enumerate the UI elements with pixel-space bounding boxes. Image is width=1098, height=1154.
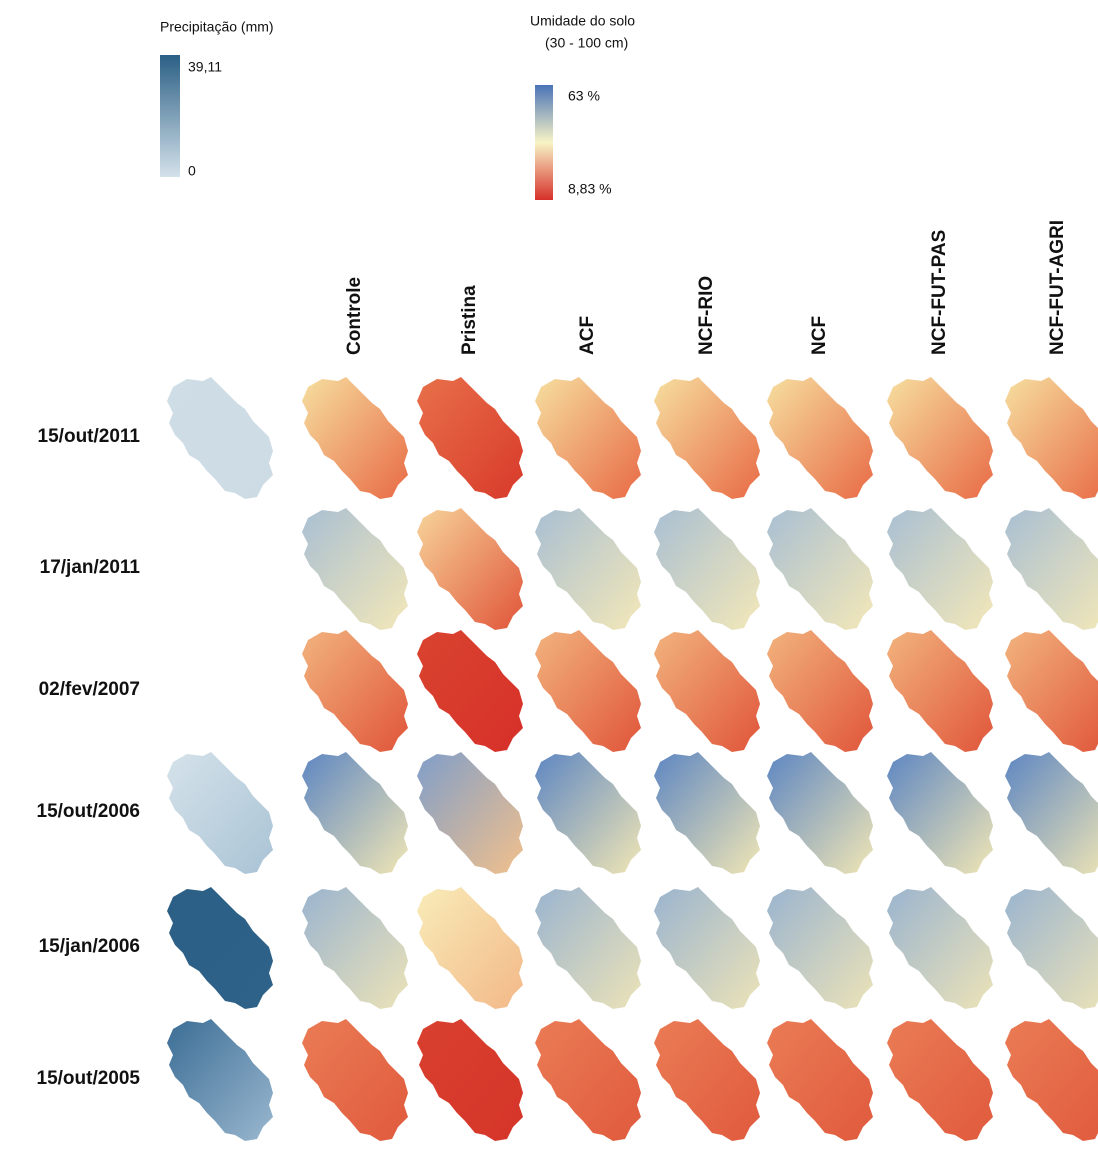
map xyxy=(302,630,408,752)
map xyxy=(417,752,523,874)
map xyxy=(302,377,408,499)
map xyxy=(417,377,523,499)
map xyxy=(767,752,873,874)
row-label: 15/out/2011 xyxy=(38,426,141,447)
map xyxy=(167,377,273,499)
map xyxy=(167,752,273,874)
map xyxy=(654,630,760,752)
map xyxy=(1005,377,1098,499)
map xyxy=(767,377,873,499)
map xyxy=(887,1019,993,1141)
map xyxy=(417,887,523,1009)
map xyxy=(654,377,760,499)
color-bar xyxy=(535,85,553,200)
map xyxy=(654,508,760,630)
map xyxy=(535,508,641,630)
map xyxy=(302,887,408,1009)
map xyxy=(535,752,641,874)
map xyxy=(167,1019,273,1141)
map xyxy=(887,377,993,499)
map xyxy=(535,377,641,499)
legend-max: 39,11 xyxy=(188,59,222,75)
column-header: NCF-FUT-AGRI xyxy=(1047,220,1068,355)
map xyxy=(654,887,760,1009)
legend-min: 8,83 % xyxy=(568,181,612,197)
map xyxy=(302,752,408,874)
column-header: Controle xyxy=(344,277,365,355)
map xyxy=(535,630,641,752)
row-label: 02/fev/2007 xyxy=(39,679,140,700)
map xyxy=(1005,752,1098,874)
map xyxy=(417,508,523,630)
row-label: 17/jan/2011 xyxy=(40,557,141,578)
map xyxy=(887,630,993,752)
map xyxy=(1005,508,1098,630)
precipitation-legend: Precipitação (mm) 39,11 0 xyxy=(160,19,274,179)
color-bar xyxy=(160,55,180,177)
map xyxy=(767,887,873,1009)
map xyxy=(654,752,760,874)
map xyxy=(767,1019,873,1141)
column-header: NCF-FUT-PAS xyxy=(929,230,950,355)
row-label: 15/out/2006 xyxy=(37,801,141,822)
legend-min: 0 xyxy=(188,163,196,179)
legend-title: Umidade do solo xyxy=(530,13,635,29)
map xyxy=(417,1019,523,1141)
map xyxy=(167,887,273,1009)
row-label: 15/out/2005 xyxy=(37,1068,141,1089)
soil-legend: Umidade do solo (30 - 100 cm) 63 % 8,83 … xyxy=(530,13,635,200)
map xyxy=(767,630,873,752)
map xyxy=(887,887,993,1009)
map xyxy=(887,752,993,874)
map xyxy=(535,1019,641,1141)
legend-max: 63 % xyxy=(568,88,600,104)
map xyxy=(302,1019,408,1141)
column-header: NCF xyxy=(809,316,830,355)
row-label: 15/jan/2006 xyxy=(39,936,140,957)
map xyxy=(1005,887,1098,1009)
map xyxy=(887,508,993,630)
legend-title: Precipitação (mm) xyxy=(160,19,274,35)
map xyxy=(767,508,873,630)
map xyxy=(417,630,523,752)
map xyxy=(302,508,408,630)
column-header: Pristina xyxy=(459,285,480,355)
legend-subtitle: (30 - 100 cm) xyxy=(545,35,628,51)
map xyxy=(535,887,641,1009)
column-header: NCF-RIO xyxy=(696,276,717,355)
column-header: ACF xyxy=(577,316,598,355)
map xyxy=(654,1019,760,1141)
map xyxy=(1005,1019,1098,1141)
map xyxy=(1005,630,1098,752)
